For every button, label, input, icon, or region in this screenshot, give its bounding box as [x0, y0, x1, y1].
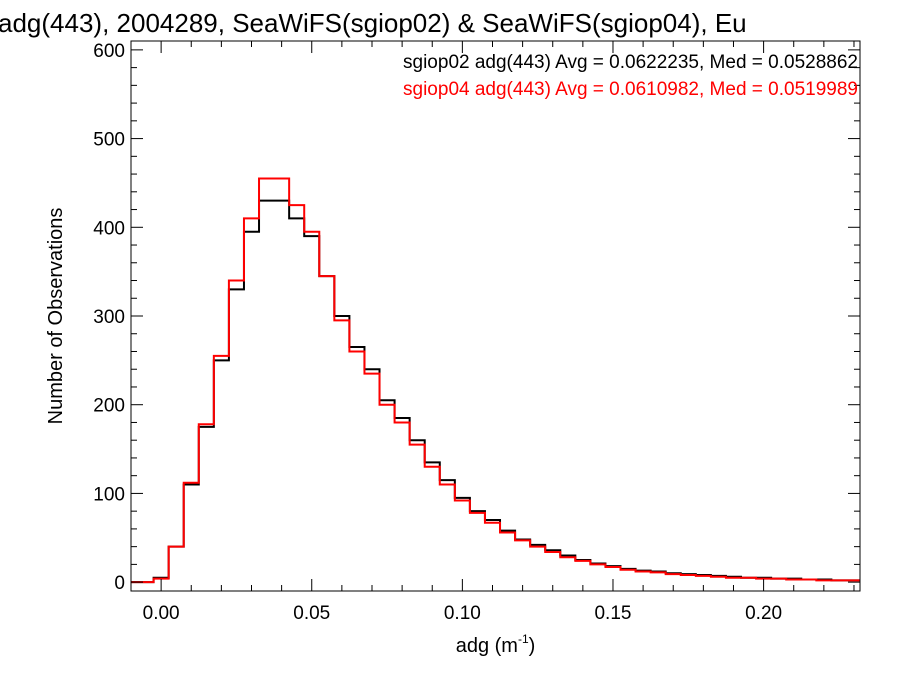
series-line-0 [131, 199, 860, 584]
series-line-1 [131, 177, 860, 584]
x-axis-label-superscript: -1 [518, 632, 529, 646]
y-tick-label: 500 [93, 130, 125, 151]
x-axis-label-main: adg (m [456, 635, 518, 657]
x-tick-label: 0.20 [745, 603, 782, 624]
x-axis-label: adg (m-1) [456, 632, 536, 657]
x-tick-label: 0.15 [594, 603, 631, 624]
legend-entry-sgiop04: sgiop04 adg(443) Avg = 0.0610982, Med = … [403, 79, 858, 100]
x-tick-label: 0.05 [293, 603, 330, 624]
y-tick-label: 100 [93, 484, 125, 505]
x-axis-label-close: ) [529, 635, 536, 657]
y-tick-label: 600 [93, 41, 125, 62]
y-tick-label: 300 [93, 307, 125, 328]
chart-title: adg(443), 2004289, SeaWiFS(sgiop02) & Se… [0, 8, 747, 38]
y-tick-label: 200 [93, 396, 125, 417]
x-tick-label: 0.00 [143, 603, 180, 624]
axes-layer: 0.00 0.05 0.10 0.15 0.20 0 100 200 300 400 500 600 [93, 41, 860, 624]
y-tick-label: 400 [93, 218, 125, 239]
plot-frame [130, 40, 861, 592]
y-tick-label: 0 [114, 573, 125, 594]
x-tick-label: 0.10 [444, 603, 481, 624]
legend-entry-sgiop02: sgiop02 adg(443) Avg = 0.0622235, Med = … [403, 52, 858, 73]
series-layer [131, 177, 860, 584]
y-axis-label: Number of Observations [45, 208, 67, 425]
